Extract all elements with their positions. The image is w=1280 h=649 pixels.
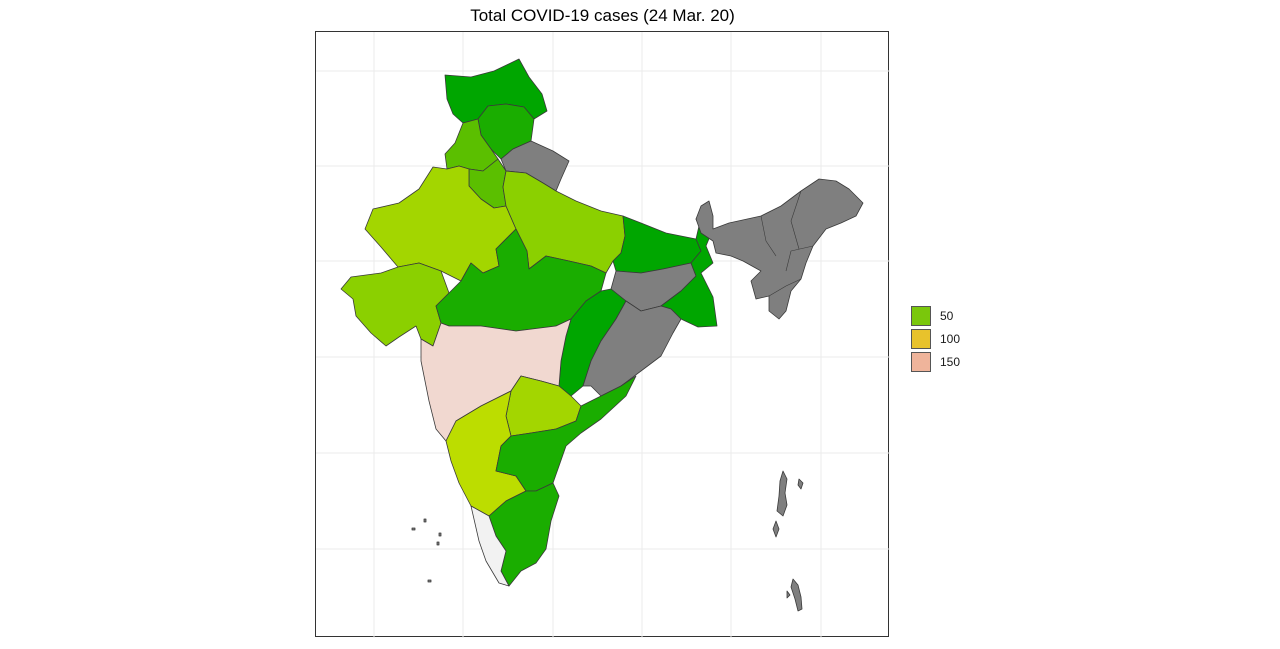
region-kerala — [470, 505, 510, 587]
map-title: Total COVID-19 cases (24 Mar. 20) — [470, 6, 735, 25]
legend-swatch — [911, 305, 931, 326]
legend-label: 150 — [940, 354, 961, 369]
region-gujarat — [340, 262, 450, 347]
regions — [340, 58, 864, 612]
region-northeast — [695, 178, 864, 320]
legend-label: 50 — [940, 308, 954, 323]
legend-swatch — [911, 328, 931, 349]
legend-item-50: 50 — [911, 304, 960, 327]
legend-item-150: 150 — [911, 350, 960, 373]
region-andaman-nicobar — [772, 470, 804, 612]
legend-item-100: 100 — [911, 327, 960, 350]
legend: 50 100 150 — [911, 304, 960, 373]
lakshadweep — [411, 518, 442, 583]
legend-swatch — [911, 351, 931, 372]
legend-label: 100 — [940, 331, 961, 346]
india-map — [316, 32, 890, 638]
map-panel — [315, 31, 890, 638]
region-odisha — [582, 300, 682, 397]
region-internal-borders — [760, 190, 814, 297]
